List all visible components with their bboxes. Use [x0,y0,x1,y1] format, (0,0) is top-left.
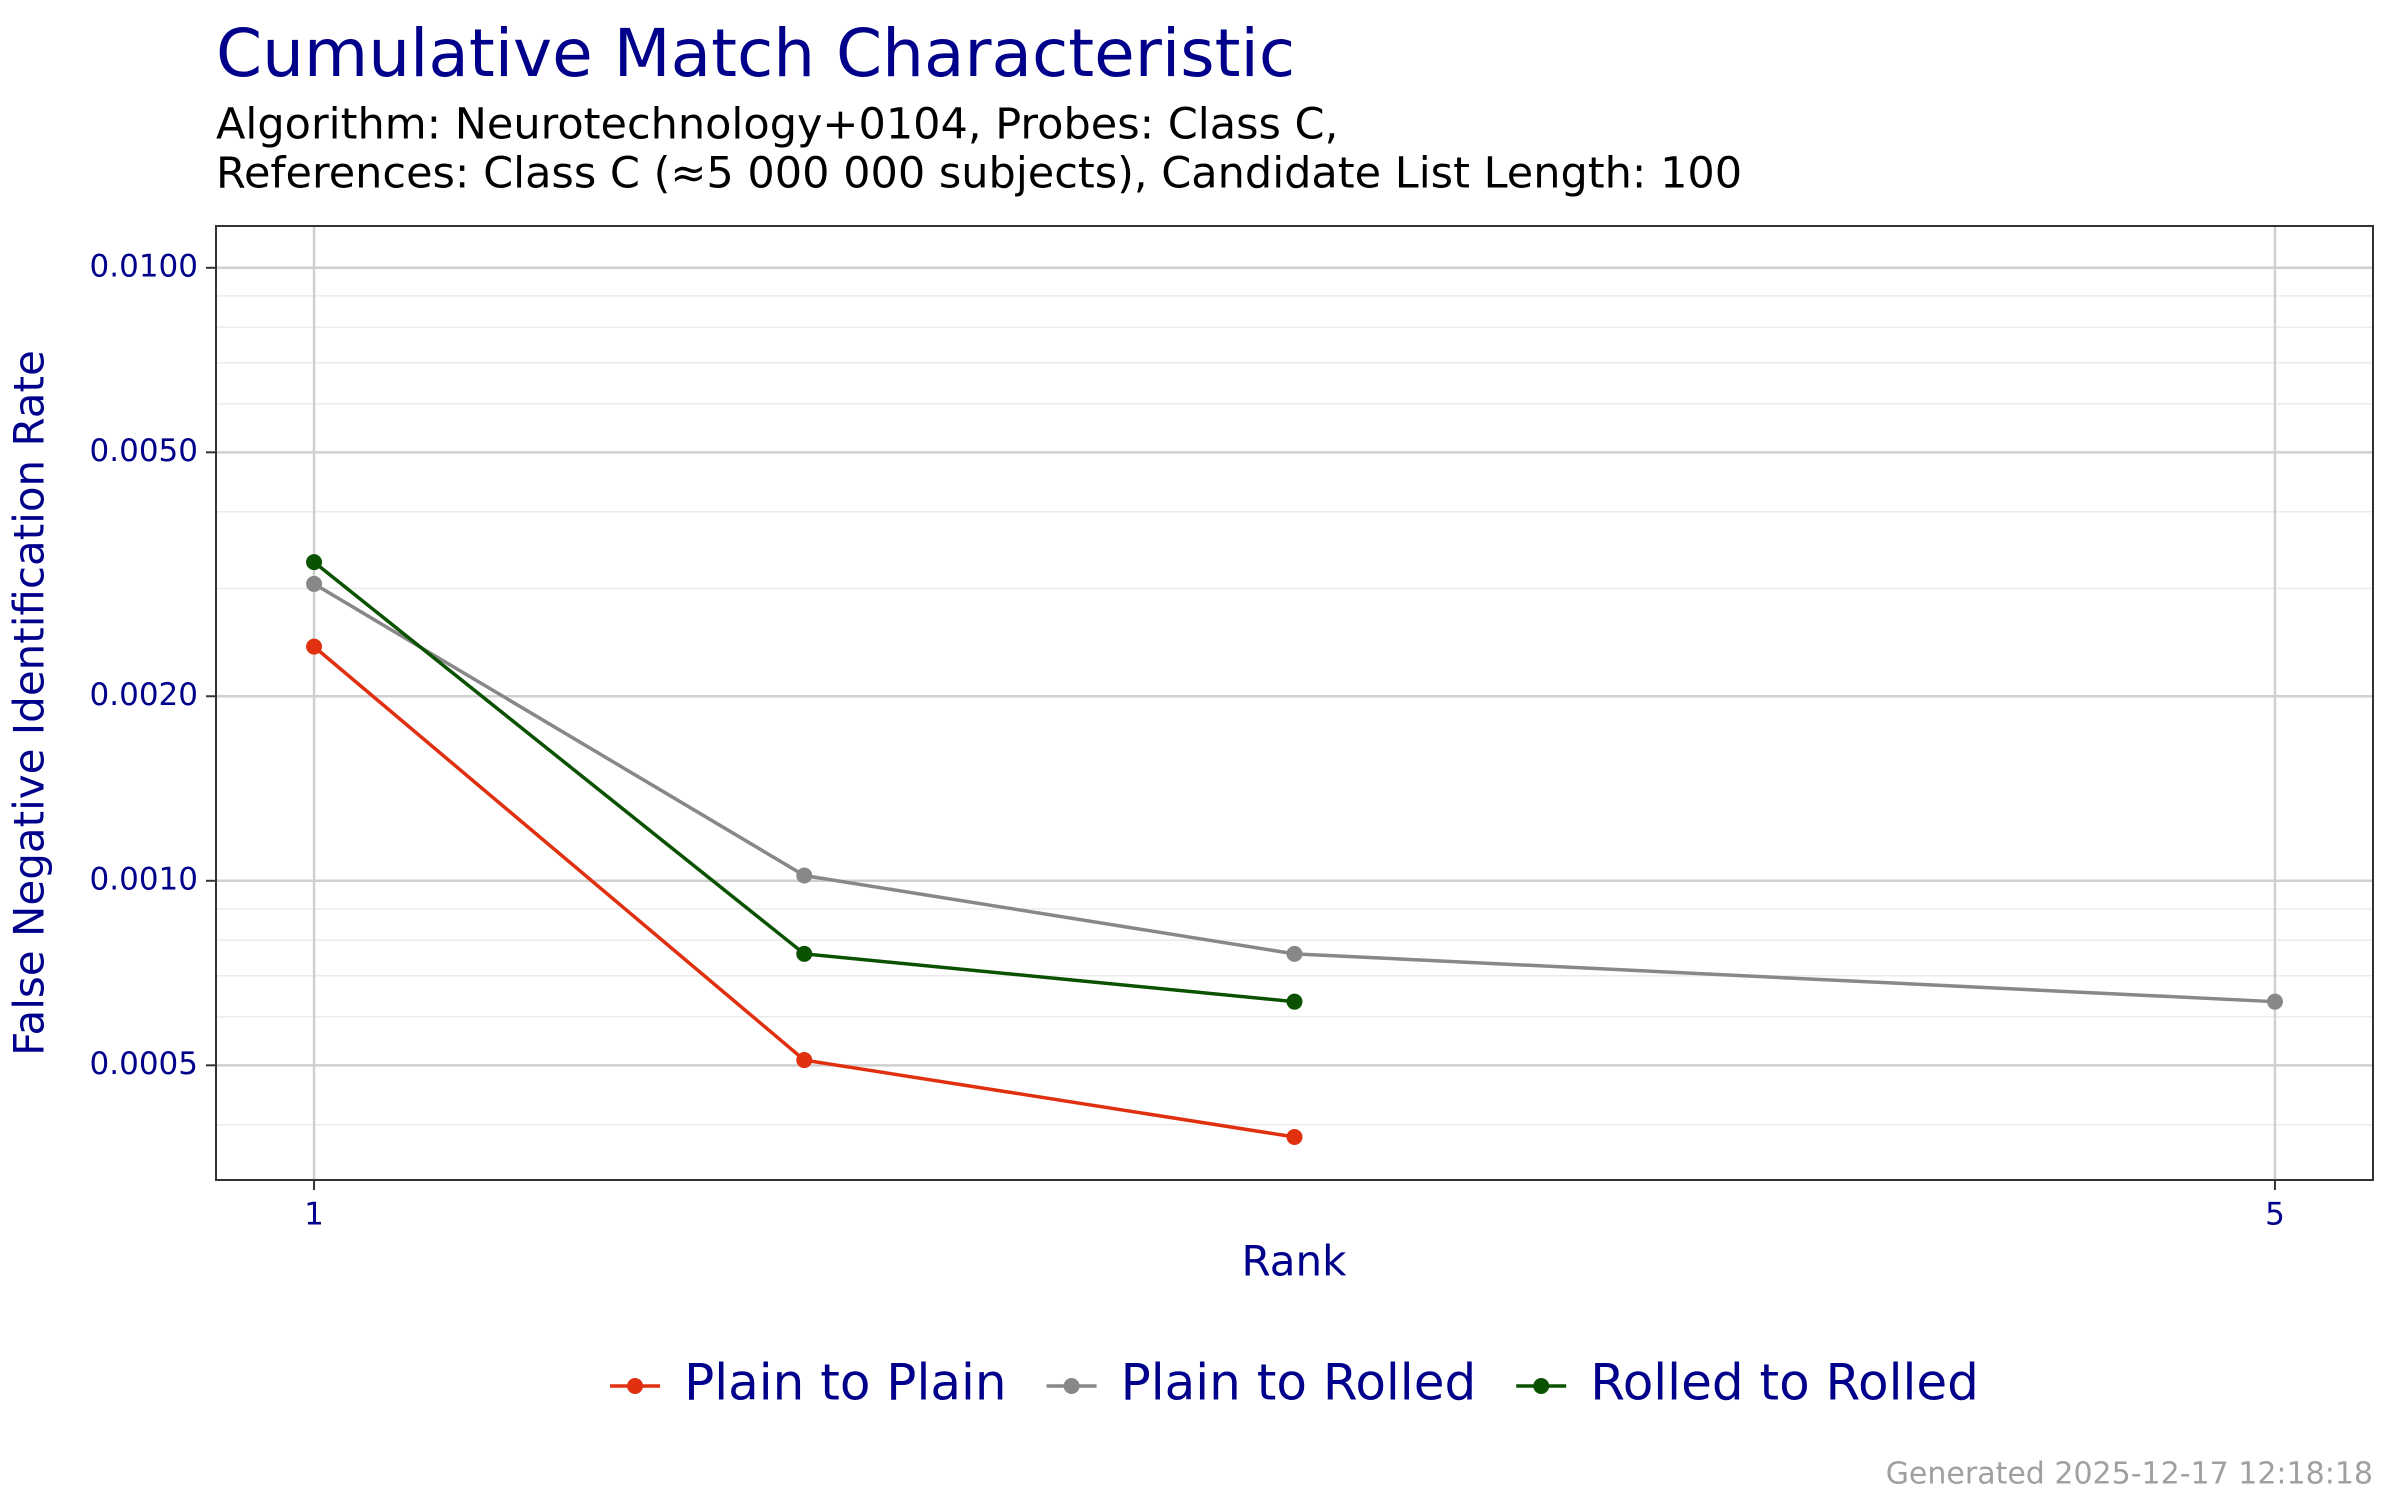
data-point [796,867,813,884]
legend-label: Plain to Rolled [1121,1354,1477,1412]
y-tick-label: 0.0010 [90,861,198,897]
data-point [1286,993,1303,1010]
legend-marker [627,1378,644,1394]
plot-border [215,225,2374,1181]
y-axis-title: False Negative Identification Rate [5,350,54,1056]
data-point [306,554,323,571]
x-tick-label: 1 [304,1197,324,1233]
y-tick-label: 0.0005 [90,1046,198,1082]
chart-subtitle: References: Class C (≈5 000 000 subjects… [216,149,1742,199]
y-tick-label: 0.0020 [90,677,198,713]
series-line [312,560,1295,1004]
legend: Plain to Plain Plain to Rolled Rolled to R… [610,1354,1979,1412]
data-point [306,575,323,592]
data-point [796,1052,813,1069]
legend-marker [1063,1378,1080,1394]
data-point [2266,993,2283,1010]
data-point [796,945,813,962]
chart-title: Cumulative Match Characteristic [216,15,1295,92]
x-axis-title: Rank [1242,1237,1348,1286]
data-point [306,638,323,655]
x-tick-label: 5 [2265,1197,2285,1233]
series-line [313,582,2276,1004]
y-tick-label: 0.0100 [90,248,198,284]
chart-subtitle: Algorithm: Neurotechnology+0104, Probes:… [216,100,1338,150]
legend-marker [1533,1378,1550,1394]
footer: Generated 2025-12-17 12:18:18 [1886,1457,2373,1492]
data-point [1286,1128,1303,1145]
legend-label: Plain to Plain [684,1354,1007,1412]
data-point [1286,945,1303,962]
y-tick-label: 0.0050 [90,433,198,469]
legend-label: Rolled to Rolled [1590,1354,1979,1412]
